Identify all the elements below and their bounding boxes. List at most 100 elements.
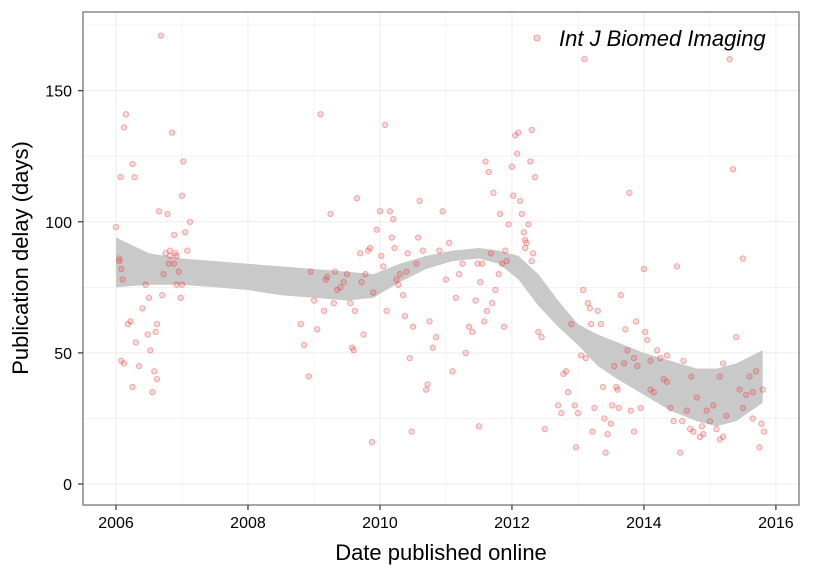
data-point xyxy=(723,412,730,419)
data-point xyxy=(554,402,562,409)
data-point xyxy=(310,297,318,304)
data-point xyxy=(485,168,492,176)
data-point xyxy=(496,210,504,218)
data-point xyxy=(160,271,167,278)
data-point xyxy=(710,402,717,409)
data-point xyxy=(139,305,146,312)
data-point xyxy=(170,231,178,239)
data-point xyxy=(749,389,756,396)
x-tick-label: 2006 xyxy=(98,515,134,532)
data-point xyxy=(333,286,341,294)
data-point xyxy=(409,323,417,330)
data-point xyxy=(736,386,743,393)
data-point xyxy=(515,129,522,136)
data-point xyxy=(166,252,174,260)
data-point xyxy=(452,294,459,301)
smooth-ribbon-group xyxy=(116,237,763,427)
data-point xyxy=(184,247,191,254)
data-point xyxy=(404,250,411,257)
data-point xyxy=(327,210,334,218)
data-point xyxy=(340,278,347,286)
data-point xyxy=(482,158,489,165)
y-tick-label: 50 xyxy=(54,346,72,363)
data-point xyxy=(403,268,410,275)
data-point xyxy=(322,276,329,283)
data-point xyxy=(601,415,608,422)
data-point xyxy=(395,281,402,288)
data-point xyxy=(502,247,509,254)
data-point xyxy=(442,276,450,283)
legend: Int J Biomed Imaging xyxy=(533,26,766,51)
data-point xyxy=(124,320,132,328)
data-point xyxy=(516,197,524,204)
data-point xyxy=(475,423,483,430)
data-point xyxy=(129,160,136,168)
data-point xyxy=(324,273,331,281)
data-point xyxy=(380,263,387,270)
data-point xyxy=(599,383,607,391)
data-point xyxy=(357,250,364,257)
data-point xyxy=(173,252,180,260)
data-point xyxy=(581,56,588,63)
data-point xyxy=(157,32,165,39)
data-point xyxy=(401,313,409,320)
data-point xyxy=(152,328,159,336)
data-point xyxy=(132,339,139,346)
data-point xyxy=(164,210,171,218)
data-point xyxy=(758,420,765,427)
data-point xyxy=(760,428,768,435)
data-point xyxy=(679,417,686,425)
data-point xyxy=(413,260,420,267)
data-point xyxy=(350,347,357,354)
data-point xyxy=(390,216,397,223)
data-point xyxy=(426,318,433,325)
data-point xyxy=(459,260,466,267)
data-point xyxy=(178,281,186,288)
data-point xyxy=(177,294,184,301)
data-point xyxy=(353,195,361,202)
data-point xyxy=(330,299,337,307)
x-axis: 2006 2008 2010 2012 2014 2016 xyxy=(98,505,794,532)
data-point xyxy=(521,244,529,252)
data-point xyxy=(713,425,720,433)
data-point xyxy=(145,294,153,301)
data-point xyxy=(429,344,436,351)
data-point xyxy=(370,289,377,296)
data-point xyxy=(116,257,123,265)
data-point xyxy=(630,354,638,362)
data-point xyxy=(117,174,124,181)
data-point xyxy=(667,404,674,412)
data-point xyxy=(144,331,151,338)
data-point xyxy=(759,386,766,393)
data-points-group xyxy=(112,32,768,456)
data-point xyxy=(300,341,308,349)
data-point xyxy=(376,208,384,215)
data-point xyxy=(477,278,484,286)
data-point xyxy=(584,299,591,307)
data-point xyxy=(615,404,622,412)
data-point xyxy=(317,111,324,118)
data-point xyxy=(582,354,589,362)
data-point xyxy=(131,174,138,181)
data-point xyxy=(481,318,488,325)
data-point xyxy=(119,276,126,283)
data-point xyxy=(465,323,473,330)
data-point xyxy=(416,197,423,204)
data-point xyxy=(186,218,194,225)
data-point xyxy=(749,415,756,422)
data-point xyxy=(320,307,328,315)
data-point xyxy=(500,323,508,330)
data-point xyxy=(118,265,125,273)
data-point xyxy=(739,404,747,412)
data-point xyxy=(719,433,727,440)
grid-lines xyxy=(83,12,799,505)
data-point xyxy=(580,286,587,294)
data-point xyxy=(170,260,178,267)
data-point xyxy=(562,368,570,375)
data-point xyxy=(622,326,629,333)
data-point xyxy=(307,268,314,275)
data-point xyxy=(432,334,440,341)
y-tick-label: 100 xyxy=(45,215,72,232)
x-tick-label: 2010 xyxy=(362,515,398,532)
